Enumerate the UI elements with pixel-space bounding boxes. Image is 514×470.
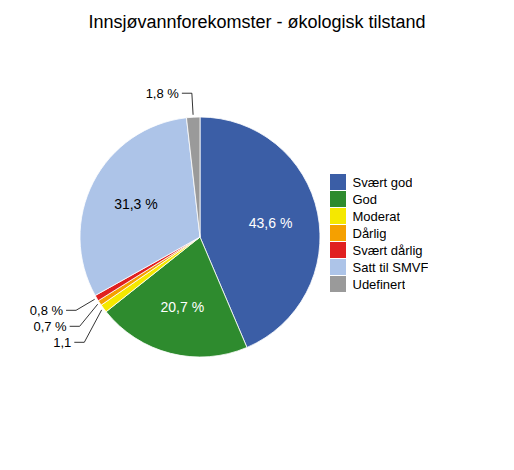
svg-text:20,7 %: 20,7 % bbox=[161, 299, 205, 315]
svg-text:0,7 %: 0,7 % bbox=[33, 319, 67, 334]
svg-text:43,6 %: 43,6 % bbox=[249, 215, 293, 231]
svg-text:1,8 %: 1,8 % bbox=[146, 86, 180, 101]
html-text:Innsjøvannforekomster - økolog: Innsjøvannforekomster - økologisk tilsta… bbox=[88, 12, 426, 32]
html-text:Udefinert: Udefinert bbox=[352, 276, 406, 292]
html-text:Satt til SMVF: Satt til SMVF bbox=[352, 259, 429, 275]
svg-text:31,3 %: 31,3 % bbox=[114, 196, 158, 212]
html-text:Moderat: Moderat bbox=[352, 208, 401, 224]
html-text:God: God bbox=[352, 191, 378, 207]
html-text:Svært god: Svært god bbox=[352, 174, 413, 190]
svg-text:0,8 %: 0,8 % bbox=[30, 303, 64, 318]
html-text:Svært dårlig: Svært dårlig bbox=[352, 242, 423, 258]
html-text:Dårlig: Dårlig bbox=[352, 225, 387, 241]
svg-text:1,1: 1,1 bbox=[53, 335, 71, 350]
